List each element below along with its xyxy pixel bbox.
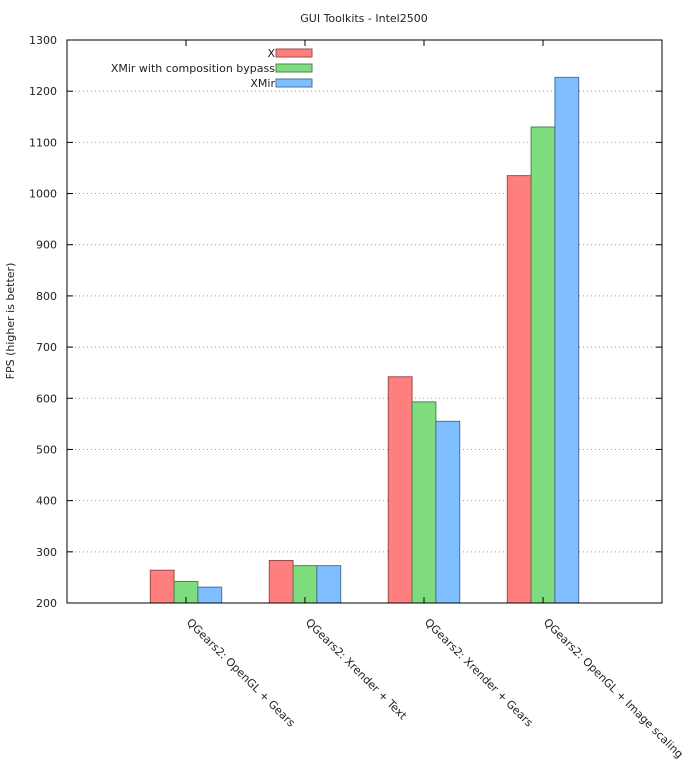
y-tick-label: 1000	[29, 188, 57, 201]
y-tick-label: 1100	[29, 136, 57, 149]
plot-frame	[66, 39, 663, 604]
y-tick-label: 500	[36, 443, 57, 456]
bar-x-qgears2-opengl-gears	[149, 569, 175, 604]
axis-layer: 200 300 400 500 600 700 800 900 1000 1100 1200 1300…	[29, 34, 686, 761]
y-tick-label: 200	[36, 597, 57, 610]
legend-swatch-x	[275, 48, 313, 58]
legend: X XMir with composition bypass XMir	[111, 47, 313, 90]
y-tick-label: 300	[36, 546, 57, 559]
y-tick-label: 600	[36, 392, 57, 405]
y-tick-label: 1300	[29, 34, 57, 47]
bar-xmir-qgears2-opengl-gears	[197, 586, 223, 604]
legend-swatch-xmir-with-composition-bypass	[275, 63, 313, 73]
bar-xmir-with-composition-bypass-qgears2-opengl-image-scaling	[530, 126, 556, 604]
bar-xmir-qgears2-xrender-gears	[435, 420, 461, 604]
bar-x-qgears2-xrender-text	[268, 560, 294, 604]
x-tick-label: QGears2: OpenGL + Image scaling	[541, 616, 686, 761]
legend-label-xmir: XMir	[250, 77, 275, 90]
y-tick-label: 700	[36, 341, 57, 354]
legend-label-xmir-with-composition-bypass: XMir with composition bypass	[111, 62, 275, 75]
y-axis-title: FPS (higher is better)	[4, 263, 17, 380]
y-tick-label: 1200	[29, 85, 57, 98]
bar-x-qgears2-opengl-image-scaling	[506, 175, 532, 604]
x-tick-label: QGears2: Xrender + Text	[303, 616, 410, 723]
x-tick-label: QGears2: Xrender + Gears	[422, 616, 536, 730]
y-tick-label: 400	[36, 495, 57, 508]
bar-xmir-qgears2-xrender-text	[316, 565, 342, 604]
legend-swatch-xmir	[275, 78, 313, 88]
bars-layer	[149, 76, 580, 604]
bar-xmir-qgears2-opengl-image-scaling	[554, 76, 580, 604]
bar-x-qgears2-xrender-gears	[387, 376, 413, 604]
x-tick-label: QGears2: OpenGL + Gears	[184, 616, 298, 730]
legend-label-x: X	[267, 47, 275, 60]
y-tick-label: 800	[36, 290, 57, 303]
bar-xmir-with-composition-bypass-qgears2-xrender-gears	[411, 401, 437, 604]
y-tick-label: 900	[36, 239, 57, 252]
chart-title: GUI Toolkits - Intel2500	[300, 12, 427, 25]
